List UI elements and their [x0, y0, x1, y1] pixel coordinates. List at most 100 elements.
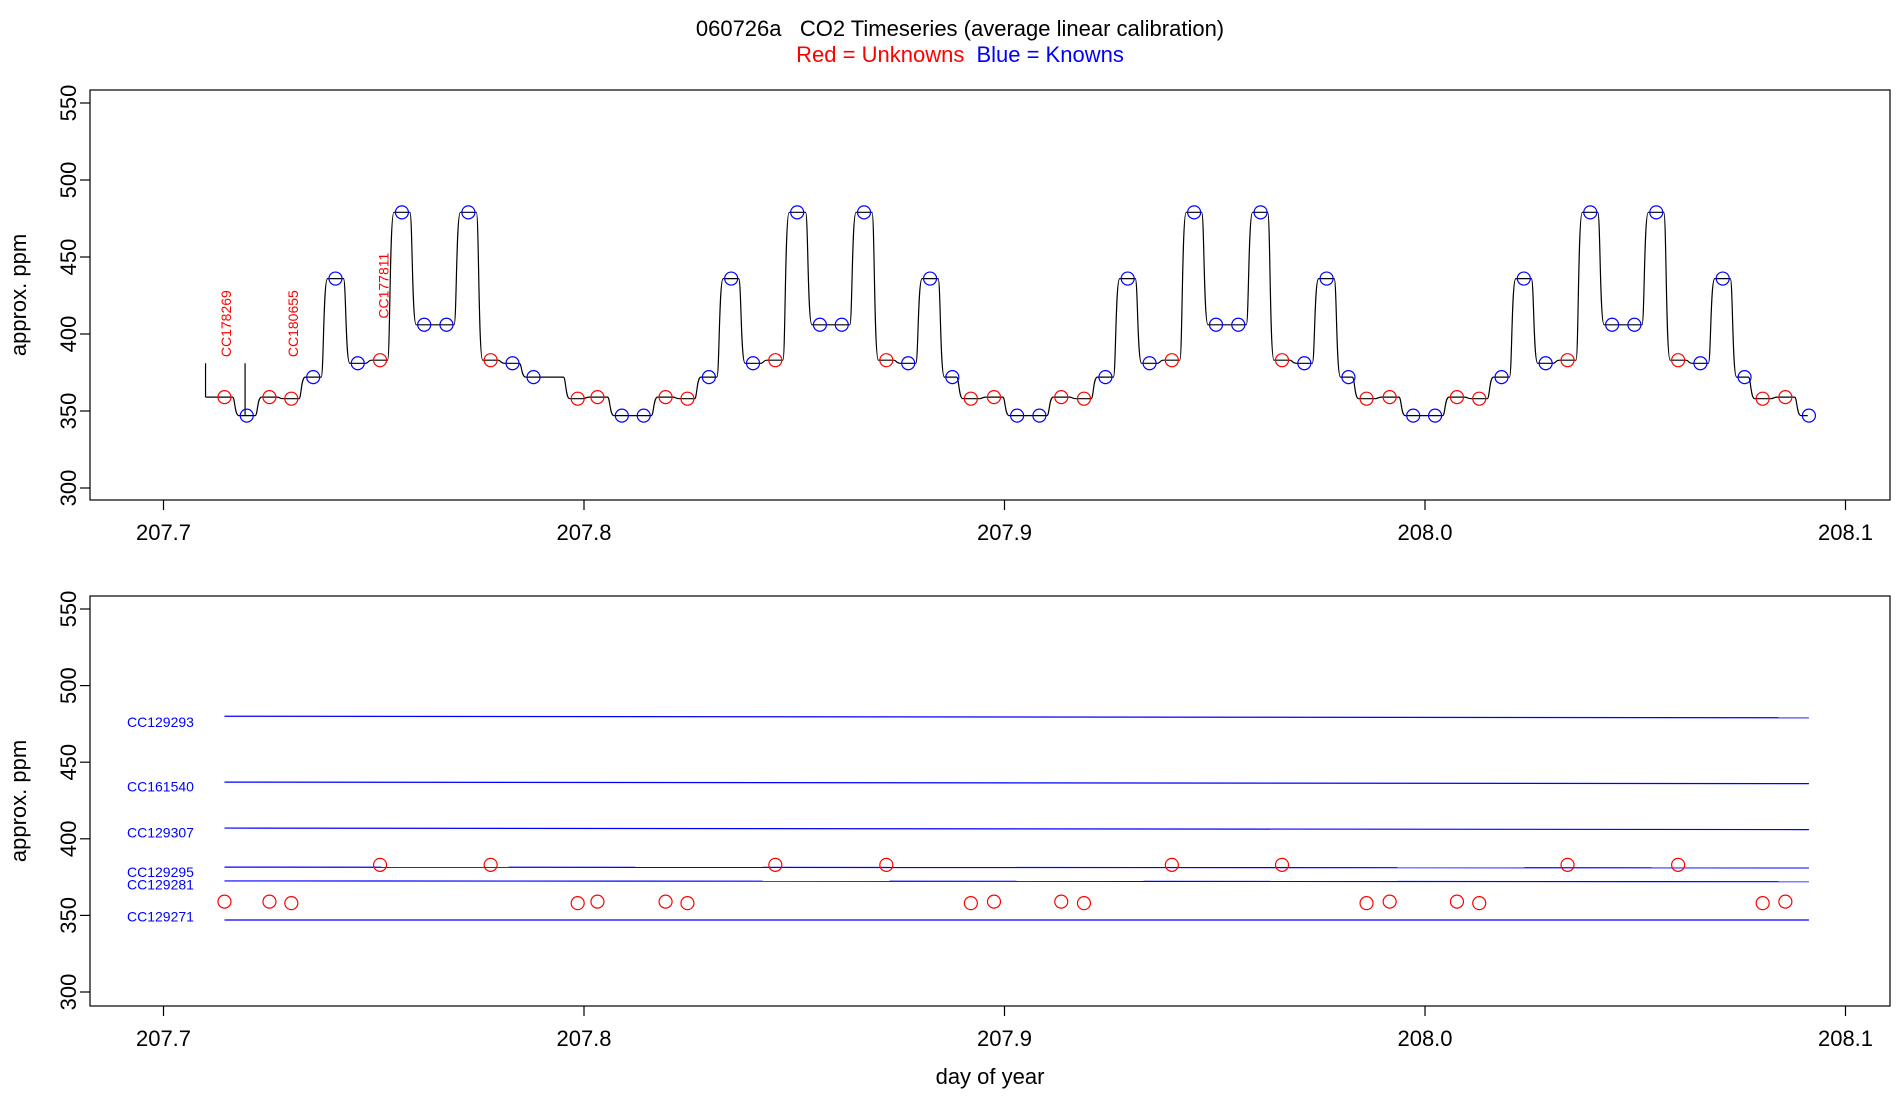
unknown-point	[217, 894, 232, 909]
y-tick-label: 450	[56, 744, 81, 781]
reference-line-label: CC129281	[127, 876, 194, 892]
known-point	[461, 205, 476, 220]
y-tick-label: 350	[56, 897, 81, 934]
known-point	[1737, 370, 1752, 385]
known-point	[1427, 408, 1443, 423]
known-point	[505, 356, 520, 371]
known-point	[1032, 408, 1047, 423]
y-tick-label: 400	[56, 820, 81, 857]
unknown-point	[217, 390, 232, 405]
reference-line	[224, 781, 1809, 785]
known-point	[1319, 271, 1334, 286]
unknown-point	[1449, 390, 1465, 405]
x-tick-label: 208.0	[1397, 1026, 1452, 1051]
known-point	[1715, 271, 1730, 286]
unknown-point	[986, 894, 1002, 909]
y-tick-label: 300	[56, 470, 81, 507]
known-point	[328, 271, 343, 286]
y-tick-label: 550	[56, 85, 81, 122]
y-tick-label: 400	[56, 316, 81, 353]
known-point	[417, 317, 432, 332]
x-tick-label: 207.9	[977, 1026, 1032, 1051]
known-point	[1627, 317, 1642, 332]
unknown-point	[1274, 857, 1290, 872]
known-point	[394, 205, 410, 220]
top-panel: 300 350 400 450 500 550 207.7 207.8 207.9 208.0 20…	[6, 85, 1891, 545]
known-point	[1297, 356, 1312, 371]
y-tick-label: 500	[56, 667, 81, 704]
known-point	[1142, 356, 1157, 371]
unknown-point	[1755, 896, 1770, 911]
unknown-point	[1054, 390, 1069, 405]
unknown-point	[590, 390, 605, 405]
unknown-point	[1560, 353, 1575, 368]
known-point	[1341, 370, 1356, 385]
reference-line-label: CC161540	[127, 778, 194, 794]
x-tick-label: 207.8	[556, 1026, 611, 1051]
known-point	[701, 370, 716, 385]
unknown-point	[1472, 391, 1487, 406]
legend-knowns-label: Blue = Knowns	[976, 42, 1123, 67]
known-point	[1231, 317, 1246, 332]
reference-line	[224, 827, 1809, 831]
known-point	[1583, 205, 1598, 220]
known-point	[439, 317, 454, 332]
unknown-point	[1274, 353, 1290, 368]
unknown-point	[1359, 896, 1374, 911]
unknown-point	[1560, 857, 1575, 872]
known-point	[1538, 356, 1553, 371]
unknown-point	[1054, 894, 1069, 909]
known-point	[945, 370, 960, 385]
legend-unknowns-label: Red = Unknowns	[796, 42, 964, 67]
known-point	[636, 408, 651, 423]
trace-line	[205, 211, 1808, 417]
unknown-point	[1778, 390, 1793, 405]
known-point	[1120, 271, 1135, 286]
known-point	[526, 370, 541, 385]
tank-label: CC180655	[285, 290, 301, 357]
reference-line	[224, 866, 1809, 869]
reference-line-label: CC129295	[127, 864, 194, 880]
unknown-point	[1778, 894, 1793, 909]
unknown-point	[879, 857, 894, 872]
x-tick-label: 208.1	[1818, 520, 1873, 545]
y-tick-label: 550	[56, 591, 81, 628]
reference-line-label: CC129271	[127, 909, 194, 925]
plot-frame	[89, 595, 1891, 1007]
known-point	[1693, 356, 1708, 371]
known-point	[306, 370, 321, 385]
known-point	[1187, 205, 1202, 220]
unknown-point	[768, 857, 783, 872]
known-point	[614, 408, 629, 423]
y-tick-label: 300	[56, 974, 81, 1011]
known-point	[856, 205, 872, 220]
unknown-point	[680, 391, 695, 406]
known-point	[812, 317, 828, 332]
x-axis-label: day of year	[936, 1064, 1045, 1089]
unknown-point	[372, 353, 388, 368]
unknown-point	[768, 353, 783, 368]
known-point	[1406, 408, 1421, 423]
figure-title: 060726a CO2 Timeseries (average linear c…	[696, 16, 1224, 41]
known-point	[745, 356, 761, 371]
y-axis-label: approx. ppm	[6, 740, 31, 862]
reference-line-label: CC129293	[127, 714, 194, 730]
tank-label: CC178269	[218, 290, 234, 357]
unknown-point	[570, 896, 585, 911]
reference-line	[224, 880, 1809, 883]
known-point	[1801, 408, 1817, 423]
y-tick-label: 450	[56, 239, 81, 276]
x-tick-label: 207.8	[556, 520, 611, 545]
unknown-point	[262, 390, 277, 405]
unknown-point	[879, 353, 894, 368]
bottom-panel: 300 350 400 450 500 550 207.7 207.8 207.9 208.0 20…	[6, 591, 1891, 1089]
unknown-point	[372, 857, 388, 872]
known-point	[1010, 408, 1025, 423]
unknown-point	[1382, 390, 1397, 405]
known-point	[1649, 205, 1664, 220]
unknown-point	[284, 896, 299, 911]
unknown-point	[570, 391, 585, 406]
unknown-point	[658, 390, 673, 405]
unknown-point	[986, 390, 1002, 405]
